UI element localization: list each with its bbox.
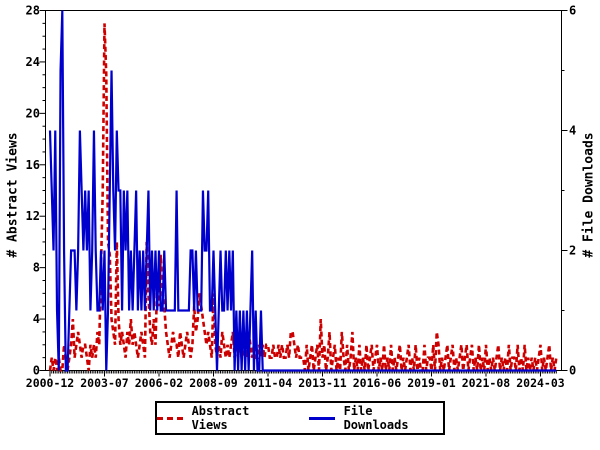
svg-text:8: 8 [33, 261, 40, 275]
legend-box: Abstract Views File Downloads [155, 401, 445, 435]
svg-text:24: 24 [26, 55, 40, 69]
legend-label-abstract-views: Abstract Views [191, 404, 250, 432]
abstract-views-dashed-line-icon [157, 416, 183, 420]
svg-text:2011-04: 2011-04 [244, 376, 293, 390]
svg-text:6: 6 [569, 4, 576, 18]
svg-text:2003-07: 2003-07 [80, 376, 129, 390]
file-downloads-solid-line-icon [309, 416, 335, 420]
svg-text:2000-12: 2000-12 [26, 376, 74, 390]
svg-text:2: 2 [569, 244, 576, 258]
svg-text:2024-03: 2024-03 [516, 376, 565, 390]
svg-text:2006-02: 2006-02 [135, 376, 183, 390]
legend-item-file-downloads: File Downloads [309, 404, 443, 432]
svg-text:2021-08: 2021-08 [462, 376, 511, 390]
right-axis-label: # File Downloads [581, 132, 597, 258]
svg-text:2016-06: 2016-06 [353, 376, 402, 390]
legend-label-file-downloads: File Downloads [343, 404, 409, 432]
svg-text:2019-01: 2019-01 [407, 376, 456, 390]
svg-text:0: 0 [569, 364, 576, 378]
svg-text:2013-11: 2013-11 [298, 376, 347, 390]
svg-text:12: 12 [26, 209, 40, 223]
svg-text:2008-09: 2008-09 [189, 376, 238, 390]
svg-text:4: 4 [33, 312, 40, 326]
svg-text:4: 4 [569, 124, 576, 138]
svg-text:20: 20 [26, 106, 40, 120]
svg-text:0: 0 [33, 364, 40, 378]
svg-text:28: 28 [26, 4, 40, 18]
left-axis-label: # Abstract Views [5, 132, 21, 258]
legend-item-abstract-views: Abstract Views [157, 404, 291, 432]
svg-text:16: 16 [26, 158, 40, 172]
